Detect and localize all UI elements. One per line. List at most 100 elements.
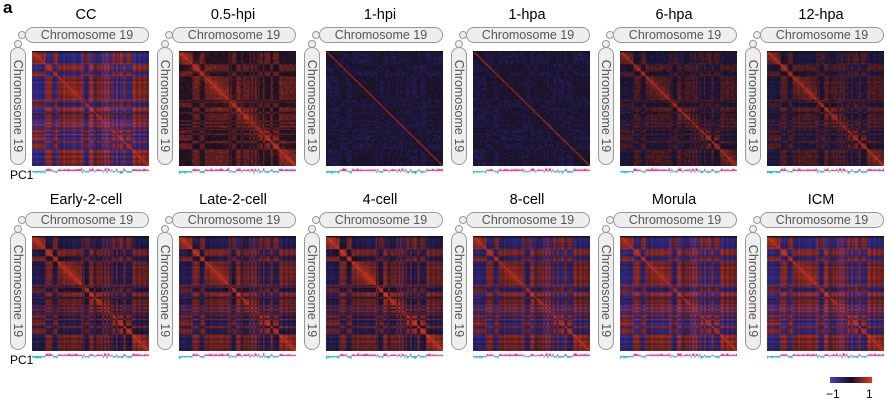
axis-label: Chromosome 19 [40,213,134,227]
pc1-track [326,167,443,175]
axis-label: Chromosome 19 [334,213,428,227]
panel-title: CC [75,7,97,23]
pc1-track [179,352,296,360]
panel-title: Late-2-cell [199,192,267,208]
chromosome-ideogram-vertical: Chromosome 19 [157,47,173,165]
heatmap-panel: ICM Chromosome 19 Chromosome 19 [736,185,884,365]
pc1-track [620,167,737,175]
chromosome-ideogram-horizontal: Chromosome 19 [172,212,296,228]
chromosome-ideogram-vertical: Chromosome 19 [745,47,761,165]
pc1-track [767,167,884,175]
panel-title: Early-2-cell [49,192,123,208]
axis-label: Chromosome 19 [481,28,575,42]
chromosome-ideogram-vertical: Chromosome 19 [10,232,26,350]
chromosome-ideogram-horizontal: Chromosome 19 [613,212,737,228]
correlation-heatmap [620,51,737,166]
pc1-track [32,352,149,360]
heatmap-panel: 6-hpa Chromosome 19 Chromosome 19 [589,0,737,180]
axis-label: Chromosome 19 [452,59,466,153]
axis-label: Chromosome 19 [628,213,722,227]
heatmap-panel: Late-2-cell Chromosome 19 Chromosome 19 [148,185,296,365]
chromosome-ideogram-horizontal: Chromosome 19 [760,27,884,43]
panel-title: ICM [807,192,835,208]
pc1-track [32,167,149,175]
correlation-heatmap [326,236,443,351]
pc1-label: PC1 [10,353,34,367]
chromosome-ideogram-horizontal: Chromosome 19 [613,27,737,43]
heatmap-panel: Morula Chromosome 19 Chromosome 19 [589,185,737,365]
heatmap-panel: Early-2-cell Chromosome 19 Chromosome 19… [1,185,149,367]
chromosome-ideogram-vertical: Chromosome 19 [745,232,761,350]
panel-title: 12-hpa [798,7,844,23]
correlation-heatmap [767,236,884,351]
panel-title: Morula [651,192,697,208]
axis-label: Chromosome 19 [305,59,319,153]
chromosome-ideogram-vertical: Chromosome 19 [10,47,26,165]
correlation-heatmap [473,51,590,166]
pc1-track [473,352,590,360]
chromosome-ideogram-horizontal: Chromosome 19 [466,212,590,228]
heatmap-panel: 1-hpa Chromosome 19 Chromosome 19 [442,0,590,180]
correlation-heatmap [179,51,296,166]
axis-label: Chromosome 19 [599,244,613,338]
panel-title: 8-cell [509,192,545,208]
heatmap-panel: CC Chromosome 19 Chromosome 19 PC1 [1,0,149,182]
axis-label: Chromosome 19 [334,28,428,42]
chromosome-ideogram-horizontal: Chromosome 19 [760,212,884,228]
pc1-label: PC1 [10,168,34,182]
chromosome-ideogram-vertical: Chromosome 19 [304,47,320,165]
panel-title: 0.5-hpi [210,7,256,23]
chromosome-ideogram-horizontal: Chromosome 19 [466,27,590,43]
chromosome-ideogram-vertical: Chromosome 19 [304,232,320,350]
colorbar-max-label: 1 [866,387,873,401]
axis-label: Chromosome 19 [775,28,869,42]
correlation-heatmap [620,236,737,351]
axis-label: Chromosome 19 [628,28,722,42]
chromosome-ideogram-horizontal: Chromosome 19 [25,27,149,43]
panel-title: 1-hpi [363,7,397,23]
correlation-heatmap [473,236,590,351]
axis-label: Chromosome 19 [158,244,172,338]
chromosome-ideogram-horizontal: Chromosome 19 [172,27,296,43]
axis-label: Chromosome 19 [746,244,760,338]
axis-label: Chromosome 19 [187,28,281,42]
axis-label: Chromosome 19 [158,59,172,153]
correlation-heatmap [179,236,296,351]
panel-label: a [3,0,13,17]
pc1-track [326,352,443,360]
axis-label: Chromosome 19 [187,213,281,227]
heatmap-panel: 1-hpi Chromosome 19 Chromosome 19 [295,0,443,180]
heatmap-panel: 0.5-hpi Chromosome 19 Chromosome 19 [148,0,296,180]
pc1-track [473,167,590,175]
pc1-track [179,167,296,175]
axis-label: Chromosome 19 [40,28,134,42]
heatmap-panel: 8-cell Chromosome 19 Chromosome 19 [442,185,590,365]
colorbar [830,377,872,383]
axis-label: Chromosome 19 [452,244,466,338]
chromosome-ideogram-vertical: Chromosome 19 [451,232,467,350]
correlation-heatmap [326,51,443,166]
correlation-heatmap [767,51,884,166]
axis-label: Chromosome 19 [746,59,760,153]
chromosome-ideogram-horizontal: Chromosome 19 [319,212,443,228]
chromosome-ideogram-vertical: Chromosome 19 [157,232,173,350]
chromosome-ideogram-vertical: Chromosome 19 [451,47,467,165]
pc1-track [767,352,884,360]
chromosome-ideogram-vertical: Chromosome 19 [598,232,614,350]
axis-label: Chromosome 19 [11,59,25,153]
chromosome-ideogram-horizontal: Chromosome 19 [25,212,149,228]
panel-title: 6-hpa [655,7,693,23]
correlation-heatmap [32,236,149,351]
heatmap-panel: 4-cell Chromosome 19 Chromosome 19 [295,185,443,365]
colorbar-min-label: −1 [826,387,840,401]
correlation-heatmap [32,51,149,166]
panel-title: 1-hpa [508,7,546,23]
axis-label: Chromosome 19 [599,59,613,153]
axis-label: Chromosome 19 [305,244,319,338]
chromosome-ideogram-vertical: Chromosome 19 [598,47,614,165]
axis-label: Chromosome 19 [481,213,575,227]
axis-label: Chromosome 19 [11,244,25,338]
heatmap-panel: 12-hpa Chromosome 19 Chromosome 19 [736,0,884,180]
panel-title: 4-cell [362,192,398,208]
